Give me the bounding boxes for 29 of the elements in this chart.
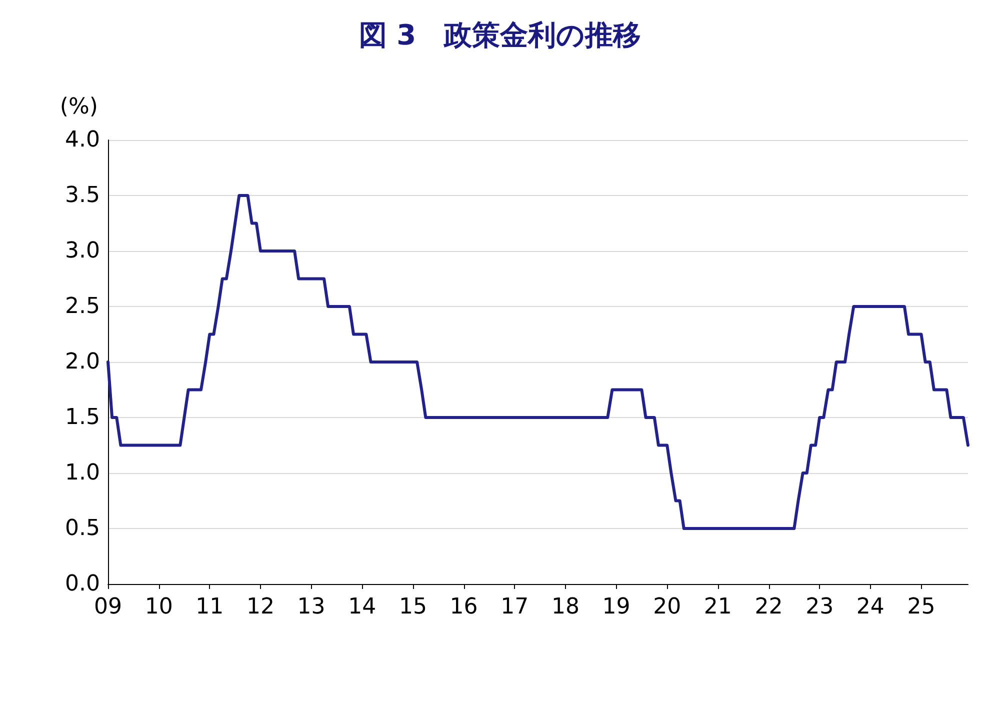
x-tick-label: 16 <box>450 594 478 620</box>
y-tick-label: 0.5 <box>65 516 100 541</box>
y-tick-label: 2.5 <box>65 294 100 319</box>
x-tick-label: 14 <box>348 594 376 620</box>
x-tick-label: 18 <box>551 594 580 620</box>
x-tick-label: 13 <box>297 594 326 620</box>
y-tick-label: 4.0 <box>65 128 100 152</box>
chart-title: 図 3 政策金利の推移 <box>358 18 642 52</box>
x-tick-label: 24 <box>856 594 884 620</box>
y-tick-label: 0.0 <box>65 572 100 596</box>
x-tick-label: 25 <box>907 594 936 620</box>
x-tick-label: 20 <box>653 594 682 620</box>
x-tick-label: 15 <box>398 594 427 620</box>
line-series <box>106 194 970 530</box>
x-tick-label: 10 <box>144 594 173 620</box>
x-tick-label: 23 <box>806 594 834 620</box>
x-tick-label: 17 <box>500 594 529 620</box>
y-axis-title: (%) <box>60 94 98 120</box>
y-tick-label: 3.5 <box>65 183 100 208</box>
y-tick-label: 1.5 <box>65 405 100 430</box>
y-tick-label: 1.0 <box>65 460 100 486</box>
x-tick-label: 21 <box>704 594 732 620</box>
x-tick-label: 19 <box>602 594 630 620</box>
x-tick-label: 22 <box>754 594 783 620</box>
x-tick-label: 11 <box>196 594 224 620</box>
x-tick-label: 12 <box>246 594 274 620</box>
y-tick-label: 3.0 <box>65 238 100 264</box>
y-tick-label: 2.0 <box>65 350 100 374</box>
x-tick-label: 09 <box>94 594 122 620</box>
